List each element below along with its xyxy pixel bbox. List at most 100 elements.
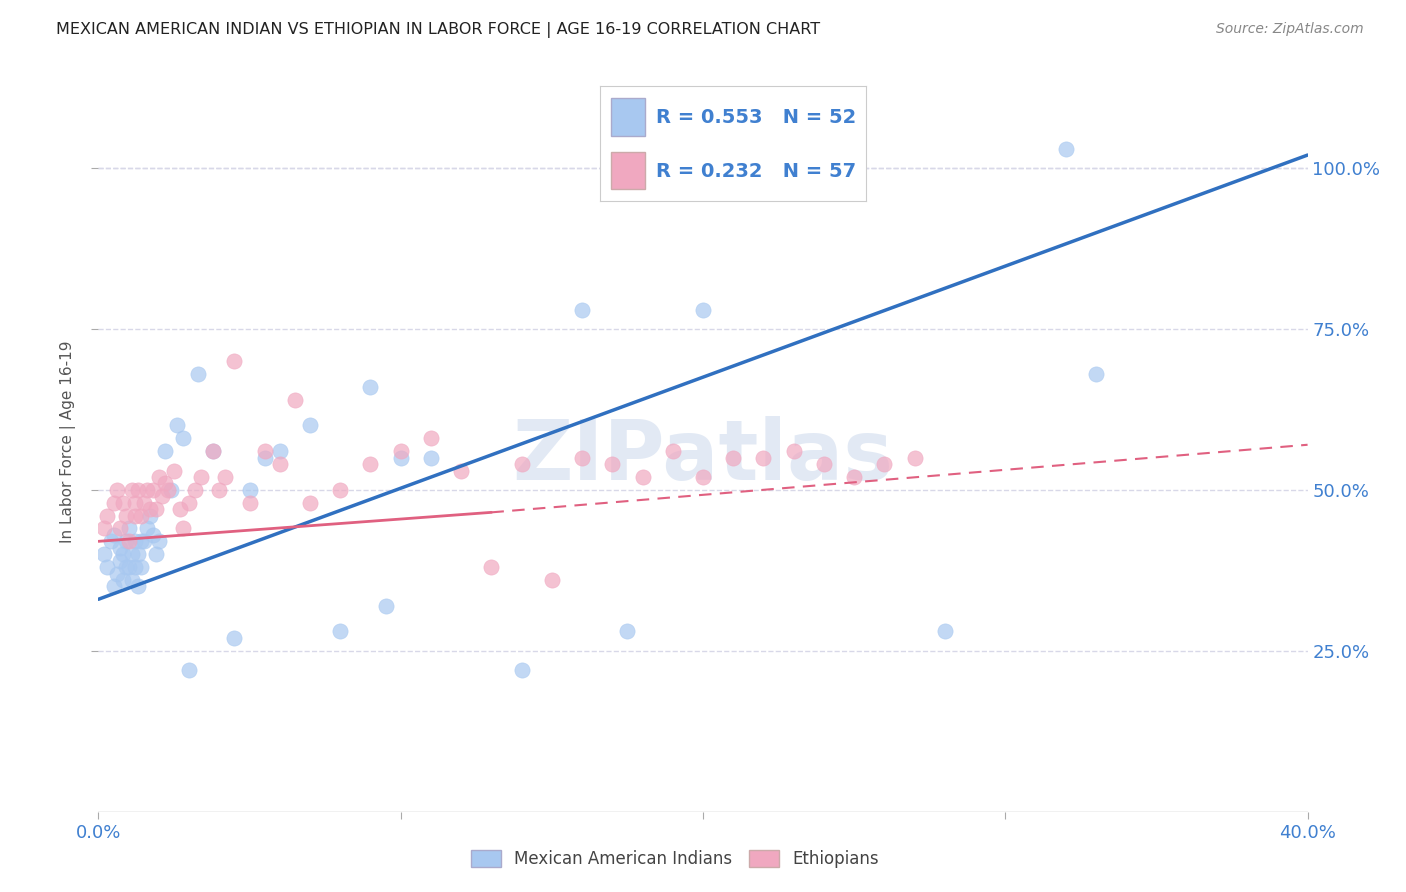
Point — [142, 483, 165, 497]
Point — [374, 599, 396, 613]
Point — [148, 534, 170, 549]
Point — [224, 354, 246, 368]
Point — [114, 508, 136, 523]
Point — [904, 450, 927, 465]
Point — [692, 302, 714, 317]
Point — [127, 483, 149, 497]
Point — [202, 444, 225, 458]
Point — [145, 547, 167, 561]
Point — [179, 663, 201, 677]
Point — [179, 496, 201, 510]
Point — [184, 483, 207, 497]
Point — [105, 566, 128, 581]
Point — [269, 457, 291, 471]
Point — [124, 508, 146, 523]
Text: Source: ZipAtlas.com: Source: ZipAtlas.com — [1216, 22, 1364, 37]
Point — [299, 418, 322, 433]
Point — [135, 521, 157, 535]
Point — [121, 573, 143, 587]
Point — [269, 444, 291, 458]
Point — [1054, 142, 1077, 156]
Text: MEXICAN AMERICAN INDIAN VS ETHIOPIAN IN LABOR FORCE | AGE 16-19 CORRELATION CHAR: MEXICAN AMERICAN INDIAN VS ETHIOPIAN IN … — [56, 22, 820, 38]
Point — [132, 534, 155, 549]
Point — [360, 380, 382, 394]
Point — [214, 470, 236, 484]
Point — [139, 502, 162, 516]
Point — [124, 496, 146, 510]
Point — [510, 663, 533, 677]
Point — [783, 444, 806, 458]
Point — [103, 496, 125, 510]
Point — [100, 534, 122, 549]
Point — [124, 534, 146, 549]
Point — [187, 367, 209, 381]
Point — [93, 547, 115, 561]
Point — [692, 470, 714, 484]
Point — [208, 483, 231, 497]
Point — [284, 392, 307, 407]
Point — [253, 450, 276, 465]
Point — [253, 444, 276, 458]
Point — [108, 554, 131, 568]
Point — [114, 560, 136, 574]
Point — [153, 476, 176, 491]
Point — [103, 579, 125, 593]
Point — [661, 444, 683, 458]
Point — [111, 547, 134, 561]
Point — [139, 508, 162, 523]
Point — [190, 470, 212, 484]
Point — [602, 457, 624, 471]
Point — [420, 431, 443, 445]
Legend: Mexican American Indians, Ethiopians: Mexican American Indians, Ethiopians — [464, 843, 886, 875]
Point — [118, 560, 141, 574]
Point — [169, 502, 191, 516]
Point — [616, 624, 638, 639]
Point — [127, 547, 149, 561]
Point — [481, 560, 503, 574]
Point — [108, 541, 131, 555]
Point — [129, 560, 152, 574]
Point — [631, 470, 654, 484]
Point — [299, 496, 322, 510]
Point — [156, 483, 179, 497]
Point — [111, 496, 134, 510]
Point — [166, 418, 188, 433]
Point — [150, 489, 173, 503]
Y-axis label: In Labor Force | Age 16-19: In Labor Force | Age 16-19 — [59, 340, 76, 543]
Point — [96, 560, 118, 574]
Point — [844, 470, 866, 484]
Point — [145, 502, 167, 516]
Point — [135, 483, 157, 497]
Point — [239, 496, 262, 510]
Point — [121, 483, 143, 497]
Point — [105, 483, 128, 497]
Point — [93, 521, 115, 535]
Point — [124, 560, 146, 574]
Point — [813, 457, 835, 471]
Point — [129, 534, 152, 549]
Point — [142, 528, 165, 542]
Point — [114, 534, 136, 549]
Point — [108, 521, 131, 535]
Point — [540, 573, 562, 587]
Point — [934, 624, 956, 639]
Point — [121, 547, 143, 561]
Point — [450, 463, 472, 477]
Point — [172, 431, 194, 445]
Point — [389, 444, 412, 458]
Point — [389, 450, 412, 465]
Point — [129, 508, 152, 523]
Point — [202, 444, 225, 458]
Point — [111, 573, 134, 587]
Point — [127, 579, 149, 593]
Point — [160, 483, 183, 497]
Point — [96, 508, 118, 523]
Point — [420, 450, 443, 465]
Point — [360, 457, 382, 471]
Point — [224, 631, 246, 645]
Point — [571, 302, 593, 317]
Text: ZIPatlas: ZIPatlas — [513, 416, 893, 497]
Point — [118, 534, 141, 549]
Point — [132, 496, 155, 510]
Point — [510, 457, 533, 471]
